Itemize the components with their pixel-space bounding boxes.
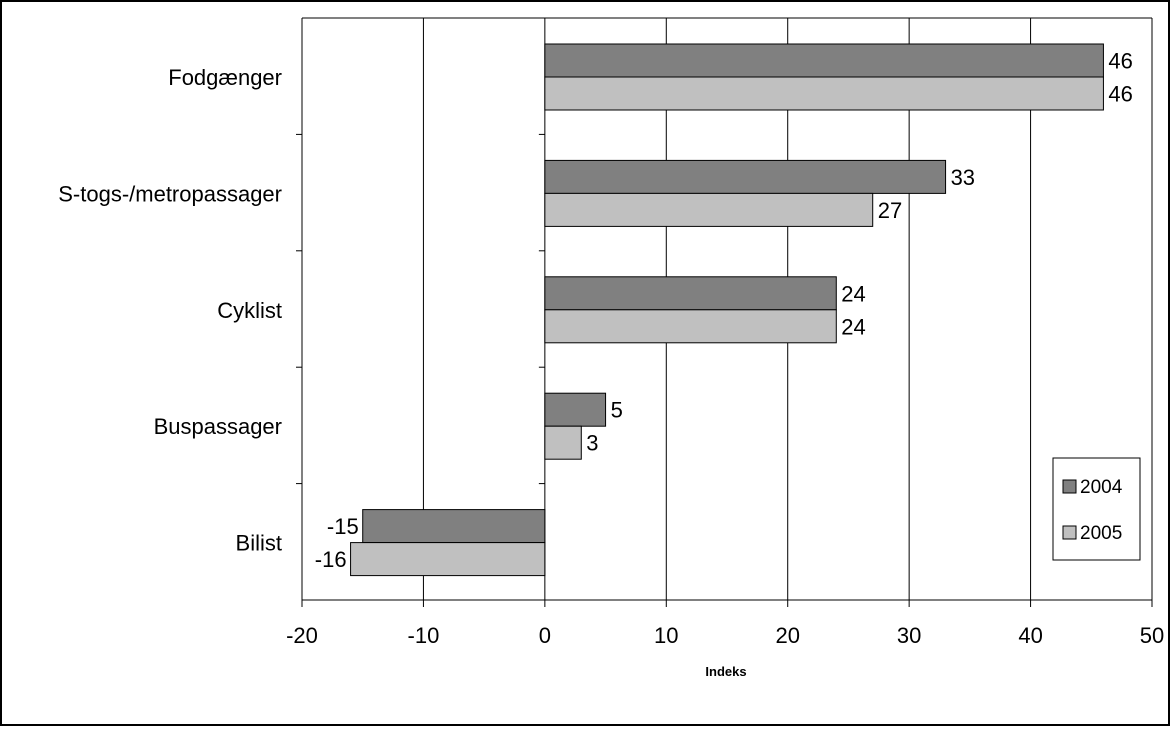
legend-label: 2005 — [1080, 523, 1122, 544]
x-tick-label: -20 — [286, 623, 318, 648]
bar-2005 — [350, 542, 546, 577]
bar-2005 — [544, 76, 1104, 111]
x-tick-label: 30 — [897, 623, 921, 648]
legend-label: 2004 — [1080, 477, 1123, 498]
data-label: -15 — [327, 514, 359, 539]
legend-swatch — [1062, 479, 1077, 494]
bar-2005 — [544, 309, 837, 344]
category-label: S-togs-/metropassager — [58, 181, 282, 206]
category-label: Buspassager — [154, 414, 282, 439]
data-label: 46 — [1108, 49, 1132, 74]
legend-box — [1052, 457, 1141, 561]
labels: -20 -10 0 10 20 30 40 50 Fodgænger S-togs-/metrop… — [58, 49, 1164, 649]
bar-2005 — [544, 192, 874, 227]
data-label: 27 — [878, 198, 902, 223]
data-label: 33 — [951, 165, 975, 190]
category-label: Fodgænger — [168, 65, 282, 90]
x-tick-label: 50 — [1140, 623, 1164, 648]
bar-2004 — [544, 276, 837, 311]
bar-2004 — [544, 392, 607, 427]
legend-swatch — [1062, 525, 1077, 540]
data-label: 46 — [1108, 82, 1132, 107]
bars — [350, 43, 1104, 577]
x-axis-title: Indeks — [705, 664, 746, 679]
category-label: Cyklist — [217, 298, 282, 323]
bar-2005 — [544, 425, 582, 460]
data-label: 24 — [841, 281, 865, 306]
data-label: -16 — [315, 547, 347, 572]
bar-2004 — [544, 159, 947, 194]
data-label: 24 — [841, 314, 865, 339]
x-tick-label: 10 — [654, 623, 678, 648]
bar-2004 — [362, 509, 546, 544]
category-label: Bilist — [236, 531, 282, 556]
x-tick-label: 40 — [1018, 623, 1042, 648]
data-label: 5 — [611, 398, 623, 423]
axes — [296, 17, 1153, 607]
x-tick-label: 0 — [539, 623, 551, 648]
legend: 2004 2005 — [1052, 457, 1141, 561]
data-label: 3 — [586, 431, 598, 456]
x-tick-label: -10 — [408, 623, 440, 648]
bar-2004 — [544, 43, 1104, 78]
gridlines — [422, 18, 1032, 600]
x-tick-label: 20 — [775, 623, 799, 648]
